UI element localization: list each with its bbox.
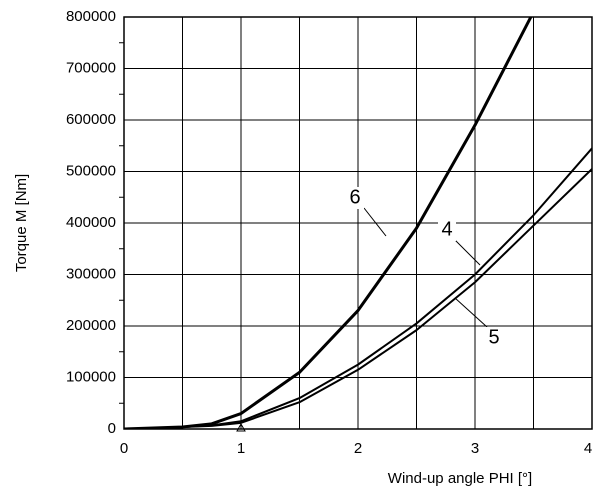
plot-area: [124, 17, 592, 429]
x-tick-label: 3: [471, 440, 479, 457]
series-label: 6: [349, 186, 360, 208]
y-axis-label: Torque M [Nm]: [13, 174, 30, 272]
leader-line: [454, 297, 488, 328]
x-tick-label: 0: [120, 440, 128, 457]
series-label: 4: [441, 218, 452, 240]
plot-frame: [123, 16, 593, 430]
series-label: 5: [488, 326, 499, 348]
y-tick-label: 800000: [66, 8, 116, 25]
line-series: [124, 17, 533, 429]
y-tick-label: 700000: [66, 59, 116, 76]
label-bg: [485, 327, 503, 349]
label-bg: [438, 219, 456, 241]
x-tick-label: 1: [237, 440, 245, 457]
label-bg: [346, 187, 364, 209]
y-tick-label: 100000: [66, 368, 116, 385]
y-tick-label: 400000: [66, 214, 116, 231]
leader-line: [363, 207, 387, 237]
x-axis-label: Wind-up angle PHI [°]: [388, 470, 532, 487]
line-series: [124, 168, 592, 429]
y-tick-label: 500000: [66, 162, 116, 179]
y-tick-label: 0: [108, 420, 116, 437]
x-tick-label: 4: [584, 440, 592, 457]
y-tick-label: 200000: [66, 317, 116, 334]
y-tick-label: 300000: [66, 265, 116, 282]
y-tick-label: 600000: [66, 111, 116, 128]
leader-line: [454, 239, 481, 266]
x-tick-label: 2: [354, 440, 362, 457]
